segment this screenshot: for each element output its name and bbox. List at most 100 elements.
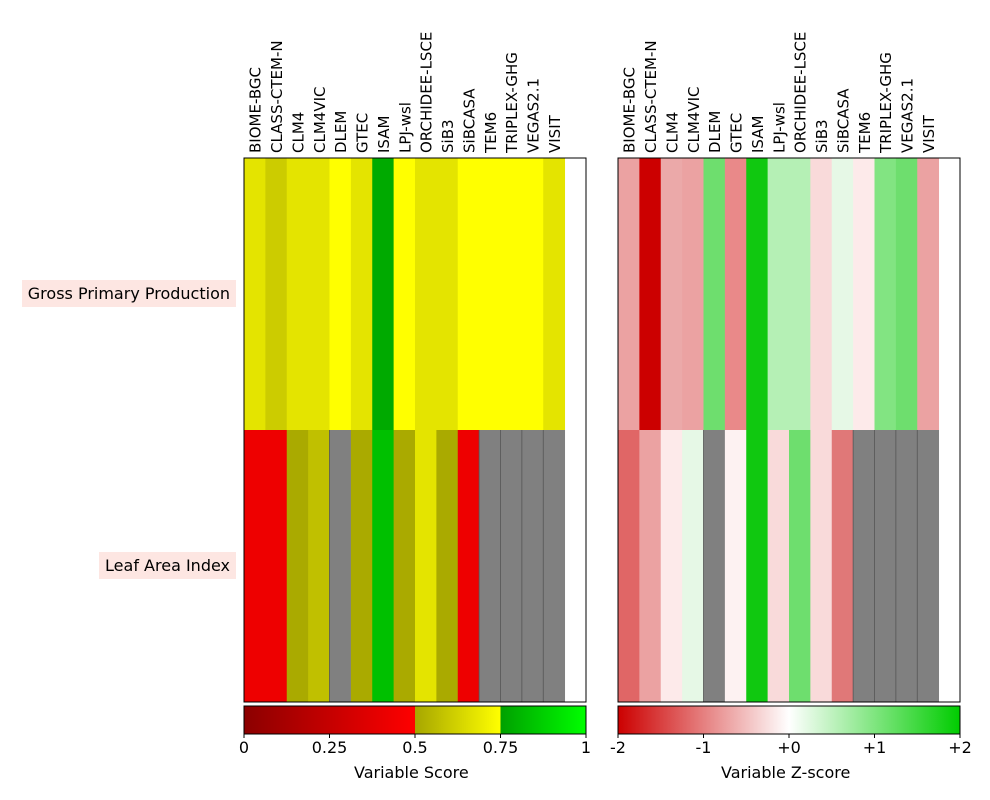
score-model-label-6: ISAM [375, 116, 393, 153]
score-cell-1-1 [265, 430, 288, 702]
score-cell-1-9 [436, 430, 459, 702]
score-cell-0-2 [286, 158, 309, 430]
zscore-cell-0-9 [810, 158, 833, 430]
score-tick-4: 1 [580, 738, 592, 757]
score-cell-1-10 [457, 430, 480, 702]
zscore-colorbar-label: Variable Z-score [721, 763, 851, 782]
zscore-model-label-5: GTEC [728, 113, 746, 153]
score-cell-0-1 [265, 158, 288, 430]
zscore-cell-1-7 [767, 430, 790, 702]
zscore-cell-1-14 [917, 430, 940, 702]
score-cell-1-2 [286, 430, 309, 702]
zscore-model-label-0: BIOME-BGC [621, 67, 639, 153]
zscore-cell-0-3 [682, 158, 704, 430]
zscore-cell-0-12 [874, 158, 897, 430]
score-cell-1-12 [500, 430, 523, 702]
score-model-label-12: TRIPLEX-GHG [503, 52, 521, 154]
zscore-cell-1-8 [789, 430, 811, 702]
score-cell-0-12 [500, 158, 523, 430]
score-model-label-5: GTEC [354, 113, 372, 153]
zscore-cell-1-9 [810, 430, 833, 702]
zscore-model-label-4: DLEM [706, 111, 724, 153]
zscore-model-label-8: ORCHIDEE-LSCE [792, 32, 810, 153]
score-cell-1-6 [372, 430, 395, 702]
zscore-colorbar [618, 706, 960, 734]
colorbars [243, 705, 961, 738]
score-cell-1-5 [350, 430, 373, 702]
score-heatmap-cells [244, 158, 566, 702]
score-panel-frame [243, 157, 587, 703]
zscore-cell-1-3 [682, 430, 704, 702]
score-cell-0-0 [244, 158, 266, 430]
score-colorbar-yellow [415, 706, 501, 734]
zscore-model-label-14: VISIT [920, 114, 938, 153]
score-cell-0-11 [479, 158, 501, 430]
score-cell-0-8 [415, 158, 437, 430]
zscore-model-label-1: CLASS-CTEM-N [642, 40, 660, 153]
zscore-cell-1-11 [853, 430, 875, 702]
zscore-model-label-9: SiB3 [813, 119, 831, 153]
score-cell-1-11 [479, 430, 501, 702]
score-model-label-11: TEM6 [482, 112, 500, 154]
zscore-tick-2: +0 [777, 738, 801, 757]
score-cell-1-13 [521, 430, 544, 702]
zscore-cell-0-4 [703, 158, 726, 430]
score-cell-1-14 [543, 430, 566, 702]
zscore-cell-0-5 [724, 158, 747, 430]
zscore-model-labels: BIOME-BGC CLASS-CTEM-N CLM4 CLM4VIC DLEM GTEC… [621, 32, 938, 154]
zscore-cell-1-10 [831, 430, 854, 702]
zscore-cell-1-0 [618, 430, 640, 702]
zscore-cell-0-1 [639, 158, 662, 430]
score-model-label-10: SiBCASA [460, 88, 478, 153]
zscore-cell-1-2 [660, 430, 683, 702]
zscore-model-label-3: CLM4VIC [685, 87, 703, 153]
score-cell-0-4 [329, 158, 352, 430]
zscore-model-label-11: TEM6 [856, 112, 874, 154]
score-cell-1-3 [308, 430, 330, 702]
score-model-label-14: VISIT [546, 114, 564, 153]
score-tick-0: 0 [238, 738, 250, 757]
zscore-cell-0-11 [853, 158, 875, 430]
zscore-tick-0: -2 [610, 738, 626, 757]
zscore-cell-1-4 [703, 430, 726, 702]
score-cell-0-9 [436, 158, 459, 430]
zscore-cell-1-6 [746, 430, 769, 702]
zscore-heatmap-cells [618, 158, 940, 702]
zscore-cell-0-6 [746, 158, 769, 430]
zscore-model-label-6: ISAM [749, 116, 767, 153]
score-tick-1: 0.25 [311, 738, 348, 757]
score-tick-2: 0.5 [402, 738, 428, 757]
score-model-label-0: BIOME-BGC [247, 67, 265, 153]
score-model-label-3: CLM4VIC [311, 87, 329, 153]
zscore-cell-1-5 [724, 430, 747, 702]
zscore-cell-1-12 [874, 430, 897, 702]
zscore-tick-4: +2 [948, 738, 972, 757]
score-tick-3: 0.75 [482, 738, 519, 757]
zscore-tick-3: +1 [862, 738, 887, 757]
score-cell-1-8 [415, 430, 437, 702]
zscore-panel-frame [617, 157, 961, 703]
zscore-cell-0-13 [895, 158, 918, 430]
score-model-label-8: ORCHIDEE-LSCE [418, 32, 436, 153]
score-model-label-9: SiB3 [439, 119, 457, 153]
zscore-cell-0-10 [831, 158, 854, 430]
zscore-model-label-13: VEGAS2.1 [899, 78, 917, 153]
score-model-label-1: CLASS-CTEM-N [268, 40, 286, 153]
score-colorbar-label: Variable Score [354, 763, 469, 782]
score-cell-0-5 [350, 158, 373, 430]
score-model-label-2: CLM4 [289, 112, 307, 153]
zscore-model-label-12: TRIPLEX-GHG [877, 52, 895, 154]
score-model-label-7: LPJ-wsl [396, 102, 414, 153]
row-label-lai: Leaf Area Index [99, 552, 236, 579]
score-cell-0-14 [543, 158, 566, 430]
score-cell-0-10 [457, 158, 480, 430]
score-model-labels: BIOME-BGC CLASS-CTEM-N CLM4 CLM4VIC DLEM GTEC… [247, 32, 564, 154]
zscore-cell-1-1 [639, 430, 662, 702]
zscore-model-label-10: SiBCASA [834, 88, 852, 153]
score-cell-0-3 [308, 158, 330, 430]
score-model-label-13: VEGAS2.1 [525, 78, 543, 153]
zscore-model-label-2: CLM4 [663, 112, 681, 153]
score-cell-1-0 [244, 430, 266, 702]
zscore-cell-0-2 [660, 158, 683, 430]
